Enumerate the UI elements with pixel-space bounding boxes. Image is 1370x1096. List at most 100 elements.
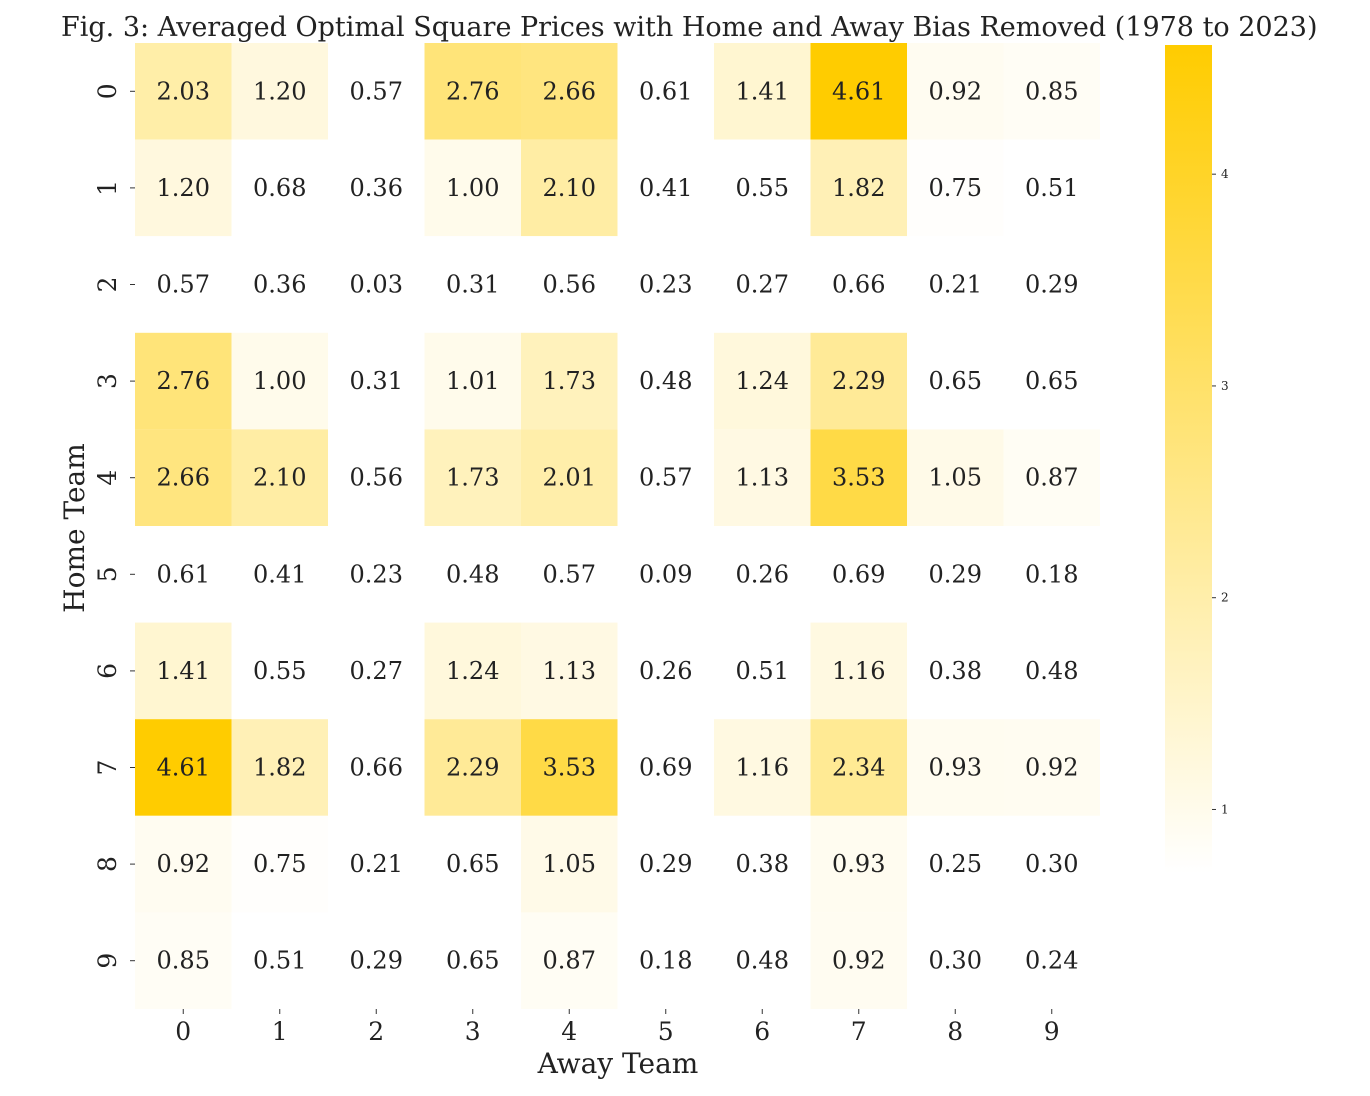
cell-value-label: 0.26	[736, 560, 789, 588]
heatmap-cell	[907, 139, 1004, 237]
cell-value-label: 2.34	[832, 754, 885, 782]
heatmap-cell	[1003, 526, 1100, 623]
heatmap-cell	[424, 429, 521, 526]
heatmap-cell	[521, 912, 618, 1009]
heatmap-cell	[617, 236, 714, 333]
y-tick-label: 0	[93, 83, 122, 99]
heatmap-cell	[328, 332, 425, 430]
chart-title: Fig. 3: Averaged Optimal Square Prices w…	[61, 12, 1318, 43]
y-tick-label: 3	[93, 373, 122, 389]
cell-value-label: 0.36	[350, 174, 403, 202]
x-tick-label: 5	[658, 1017, 674, 1046]
cell-value-label: 0.92	[1025, 754, 1078, 782]
heatmap-cell	[1003, 332, 1100, 430]
heatmap-cell	[521, 526, 618, 623]
heatmap-cell	[231, 429, 328, 526]
cell-value-label: 4.61	[157, 754, 210, 782]
cell-value-label: 3.53	[832, 464, 885, 492]
cell-value-label: 2.10	[253, 464, 306, 492]
cell-value-label: 0.03	[350, 271, 403, 299]
heatmap-cell	[714, 43, 811, 140]
heatmap-cell	[1003, 429, 1100, 526]
heatmap-cell	[1003, 912, 1100, 1009]
cell-value-label: 0.21	[929, 271, 982, 299]
cell-value-label: 2.66	[543, 77, 596, 105]
heatmap-cell	[328, 622, 425, 720]
y-tick-label: 7	[93, 760, 122, 776]
cell-value-label: 1.82	[832, 174, 885, 202]
y-tick-label: 9	[93, 953, 122, 969]
heatmap-cell	[231, 815, 328, 913]
cell-value-label: 1.05	[929, 464, 982, 492]
x-tick-label: 4	[561, 1017, 577, 1046]
heatmap-cells: 2.03 1.20 0.57 2.76 2.66 0.61 1.41 4.61 0.92 0.85…	[135, 43, 1100, 1009]
heatmap-cell	[424, 912, 521, 1009]
heatmap-cell	[424, 236, 521, 333]
heatmap-cell	[907, 526, 1004, 623]
heatmap-cell	[907, 912, 1004, 1009]
cell-value-label: 0.57	[350, 77, 403, 105]
cell-value-label: 0.69	[639, 754, 692, 782]
heatmap-cell	[521, 429, 618, 526]
heatmap-cell	[521, 236, 618, 333]
heatmap-cell	[135, 43, 232, 140]
cell-value-label: 1.24	[736, 367, 789, 395]
heatmap-cell	[231, 526, 328, 623]
heatmap-cell	[328, 43, 425, 140]
heatmap-cell	[231, 912, 328, 1009]
cell-value-label: 1.13	[543, 657, 596, 685]
cell-value-label: 0.30	[929, 947, 982, 975]
cell-value-label: 0.26	[639, 657, 692, 685]
cell-value-label: 0.18	[1025, 560, 1078, 588]
cell-value-label: 0.38	[929, 657, 982, 685]
heatmap-cell	[714, 719, 811, 816]
y-tick-label: 2	[93, 277, 122, 293]
cell-value-label: 0.29	[1025, 271, 1078, 299]
cell-value-label: 2.76	[157, 367, 210, 395]
x-tick-label: 2	[368, 1017, 384, 1046]
heatmap-cell	[617, 815, 714, 913]
heatmap-cell	[521, 622, 618, 720]
heatmap-cell	[424, 815, 521, 913]
cell-value-label: 0.27	[736, 271, 789, 299]
cell-value-label: 1.01	[446, 367, 499, 395]
heatmap-cell	[135, 622, 232, 720]
heatmap-cell	[810, 526, 907, 623]
colorbar-tick-label: 3	[1221, 379, 1229, 393]
heatmap-cell	[521, 43, 618, 140]
heatmap-cell	[810, 912, 907, 1009]
cell-value-label: 0.48	[1025, 657, 1078, 685]
cell-value-label: 0.56	[543, 271, 596, 299]
heatmap-cell	[1003, 815, 1100, 913]
x-axis-label: Away Team	[537, 1047, 699, 1080]
heatmap-cell	[907, 429, 1004, 526]
heatmap-cell	[810, 43, 907, 140]
heatmap-cell	[1003, 139, 1100, 237]
cell-value-label: 0.93	[929, 754, 982, 782]
heatmap-cell	[810, 236, 907, 333]
cell-value-label: 0.92	[157, 850, 210, 878]
heatmap-cell	[231, 139, 328, 237]
cell-value-label: 0.61	[639, 77, 692, 105]
cell-value-label: 0.65	[929, 367, 982, 395]
y-tick-label: 4	[93, 470, 122, 486]
heatmap-cell	[135, 139, 232, 237]
cell-value-label: 1.41	[157, 657, 210, 685]
cell-value-label: 2.01	[543, 464, 596, 492]
heatmap-cell	[135, 912, 232, 1009]
cell-value-label: 0.23	[350, 560, 403, 588]
cell-value-label: 1.00	[446, 174, 499, 202]
cell-value-label: 1.00	[253, 367, 306, 395]
heatmap-cell	[424, 43, 521, 140]
cell-value-label: 0.65	[446, 947, 499, 975]
heatmap-cell	[810, 815, 907, 913]
cell-value-label: 2.29	[446, 754, 499, 782]
cell-value-label: 0.56	[350, 464, 403, 492]
cell-value-label: 1.73	[543, 367, 596, 395]
cell-value-label: 0.87	[1025, 464, 1078, 492]
heatmap-cell	[231, 622, 328, 720]
heatmap-cell	[135, 815, 232, 913]
x-tick-label: 9	[1044, 1017, 1060, 1046]
cell-value-label: 2.66	[157, 464, 210, 492]
heatmap-cell	[810, 139, 907, 237]
